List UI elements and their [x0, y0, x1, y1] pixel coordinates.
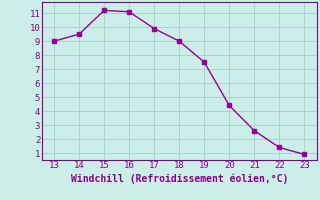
X-axis label: Windchill (Refroidissement éolien,°C): Windchill (Refroidissement éolien,°C): [70, 173, 288, 184]
